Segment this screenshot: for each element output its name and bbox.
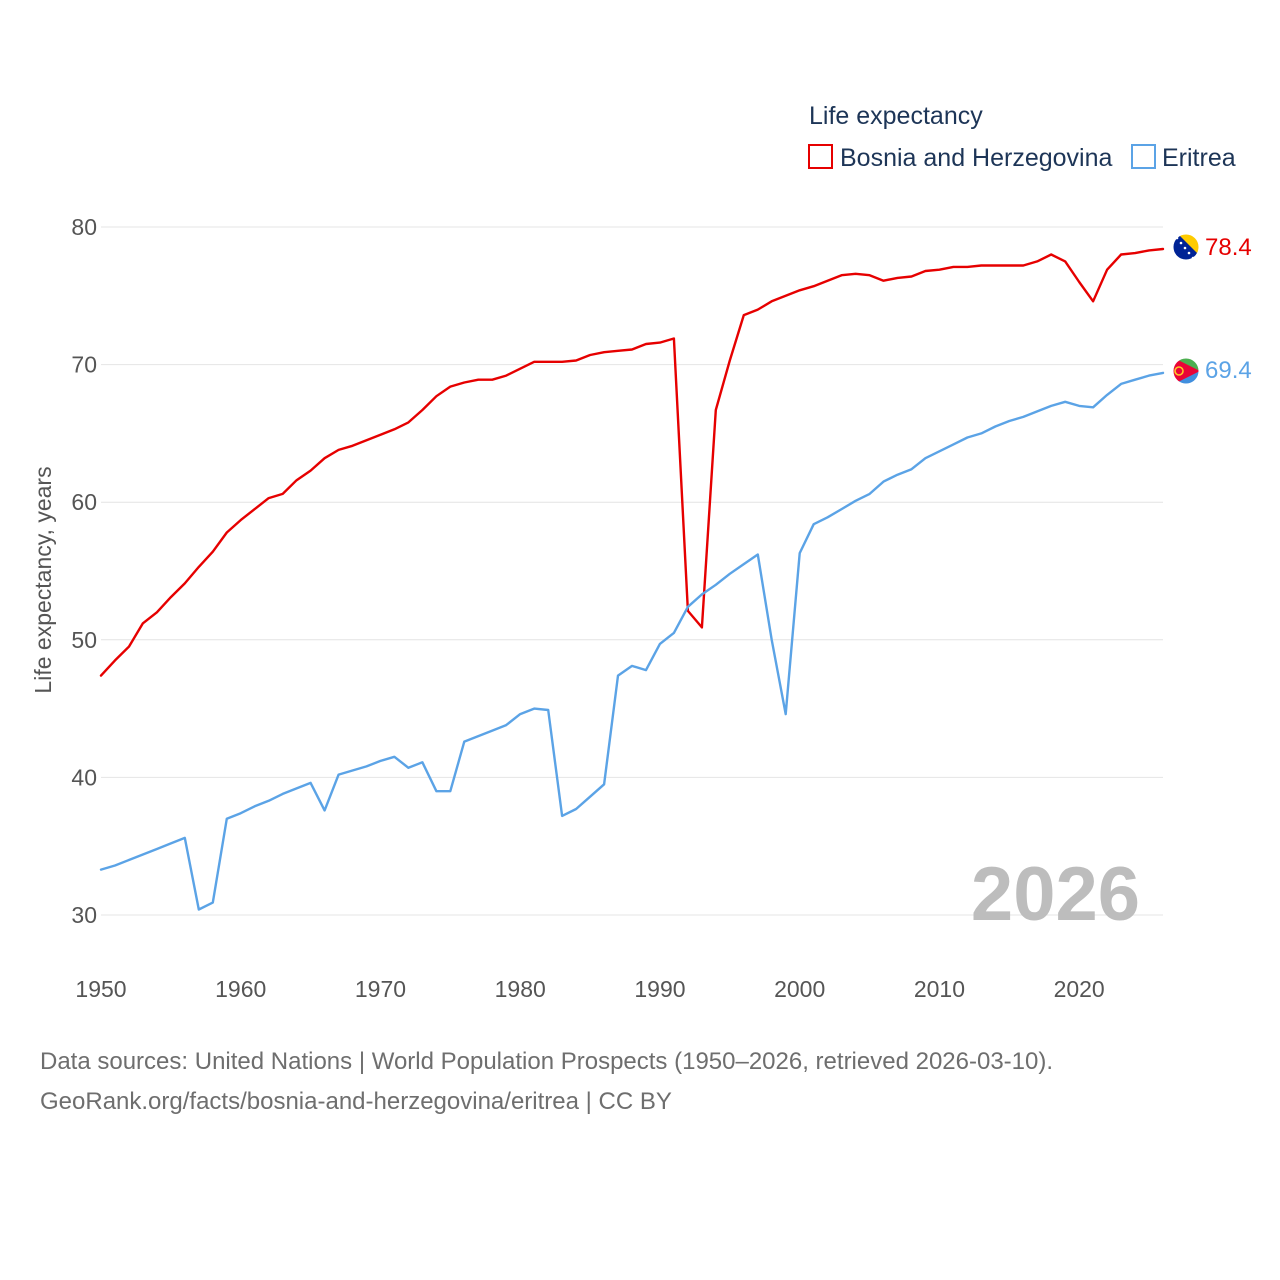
legend-label-bosnia: Bosnia and Herzegovina: [840, 144, 1112, 172]
x-tick-label: 1950: [75, 976, 126, 1002]
series-lines: [99, 247, 1165, 911]
x-tick-label: 1970: [355, 976, 406, 1002]
grid-lines: [101, 226, 1163, 916]
sources-line-1: Data sources: United Nations | World Pop…: [40, 1048, 1054, 1075]
y-tick-label: 80: [71, 214, 97, 240]
series-line-bosnia: [99, 247, 1165, 677]
legend-swatch-eritrea: [1131, 144, 1156, 169]
legend-swatch-bosnia: [808, 144, 833, 169]
legend-item-eritrea[interactable]: Eritrea: [1131, 144, 1236, 172]
y-tick-label: 40: [71, 764, 97, 790]
bosnia-flag-icon: [1173, 234, 1199, 260]
x-tick-label: 2000: [774, 976, 825, 1002]
y-tick-label: 70: [71, 352, 97, 378]
sources-line-2: GeoRank.org/facts/bosnia-and-herzegovina…: [40, 1088, 672, 1115]
x-tick-label: 2020: [1054, 976, 1105, 1002]
end-value-eritrea: 69.4: [1205, 357, 1252, 384]
eritrea-flag-border: [1172, 357, 1200, 385]
end-value-bosnia: 78.4: [1205, 234, 1252, 261]
bosnia-flag-border: [1172, 233, 1200, 261]
legend: Life expectancy Bosnia and Herzegovina E…: [808, 102, 1236, 172]
legend-title: Life expectancy: [809, 102, 983, 130]
y-axis-label: Life expectancy, years: [30, 466, 56, 693]
legend-item-bosnia[interactable]: Bosnia and Herzegovina: [808, 144, 1112, 172]
x-tick-label: 1960: [215, 976, 266, 1002]
x-axis: 1950 1960 1970 1980 1990 2000 2010 2020: [75, 976, 1104, 1002]
y-tick-label: 60: [71, 489, 97, 515]
legend-label-eritrea: Eritrea: [1162, 144, 1236, 172]
data-sources: Data sources: United Nations | World Pop…: [40, 1042, 1260, 1122]
series-line-eritrea: [99, 371, 1165, 911]
eritrea-flag-icon: [1173, 358, 1199, 384]
year-watermark: 2026: [971, 852, 1140, 937]
y-tick-label: 50: [71, 627, 97, 653]
x-tick-label: 2010: [914, 976, 965, 1002]
x-tick-label: 1990: [634, 976, 685, 1002]
y-axis: 30 40 50 60 70 80: [71, 214, 97, 928]
y-tick-label: 30: [71, 902, 97, 928]
x-tick-label: 1980: [495, 976, 546, 1002]
